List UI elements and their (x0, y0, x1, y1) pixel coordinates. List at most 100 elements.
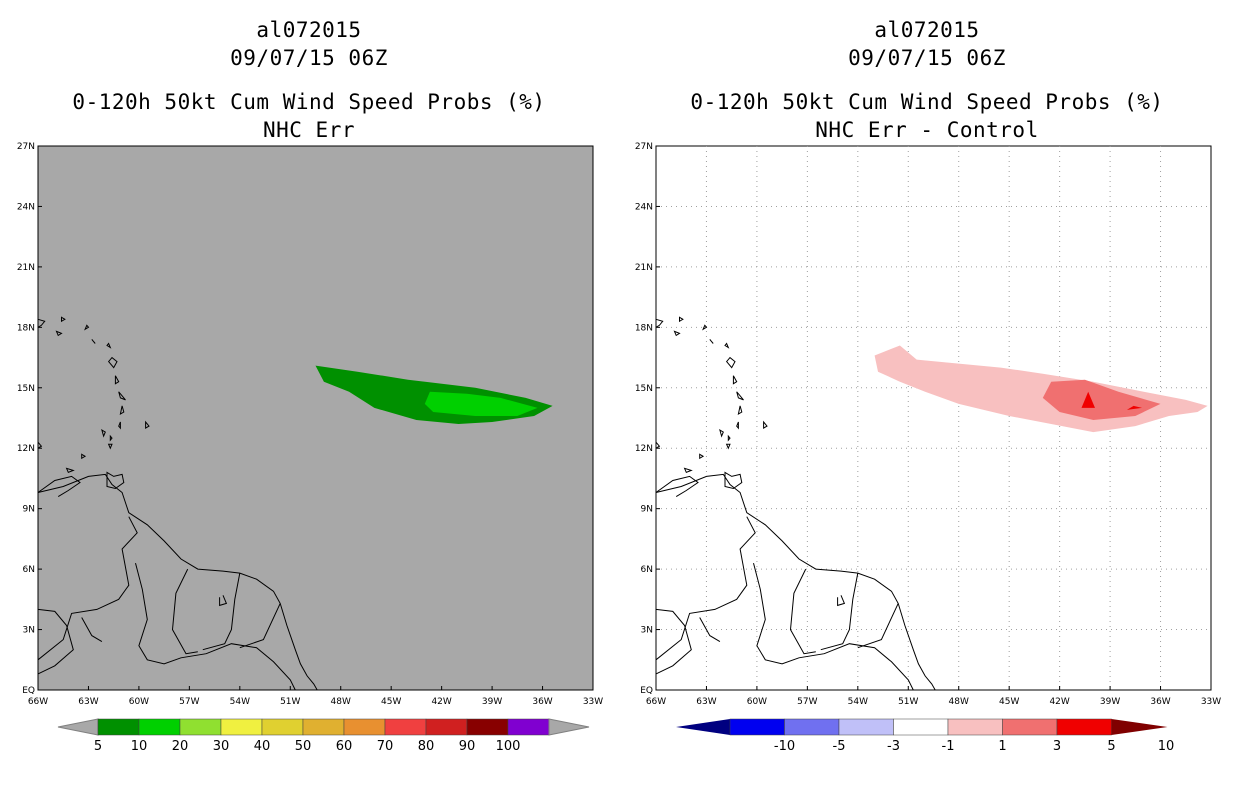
island (106, 342, 112, 349)
island (725, 443, 731, 450)
colorbar-label: -1 (942, 739, 955, 754)
datetime: 09/07/15 06Z (848, 46, 1006, 70)
colorbar: -10 -5 -3 -1 1 3 5 10 (676, 718, 1175, 754)
island (732, 375, 738, 385)
lon-label: 42W (1049, 697, 1069, 707)
colorbar-arrow-low (57, 718, 99, 736)
lon-label: 60W (747, 697, 767, 707)
lon-label: 36W (1150, 697, 1170, 707)
lat-label: 21N (635, 263, 653, 273)
colorbar-swatch (384, 718, 427, 736)
lon-label: 45W (999, 697, 1019, 707)
lat-label: 3N (641, 626, 653, 636)
colorbar-label: 90 (459, 739, 476, 754)
south-america-coast (37, 473, 318, 691)
island (65, 467, 75, 474)
colorbar-label: 60 (336, 739, 353, 754)
country-border (135, 562, 296, 691)
colorbar-swatch (893, 718, 949, 736)
island (91, 339, 96, 344)
colorbar-swatch (179, 718, 222, 736)
island (725, 356, 736, 369)
right-panel: al072015 09/07/15 06Z 0-120h 50kt Cum Wi… (618, 0, 1236, 800)
colorbar-swatch (838, 718, 894, 736)
lon-label: 33W (583, 697, 603, 707)
country-border (655, 608, 692, 675)
lon-label: 36W (532, 697, 552, 707)
storm-id: al072015 (874, 18, 980, 42)
coast-detail (81, 617, 103, 643)
island (655, 440, 661, 450)
lat-label: 12N (17, 444, 35, 454)
colorbar-label: 50 (295, 739, 312, 754)
island (106, 471, 125, 490)
colorbar-label: 10 (1158, 739, 1175, 754)
colorbar-label: 1 (998, 739, 1006, 754)
island (727, 434, 731, 442)
colorbar-swatch (947, 718, 1003, 736)
country-border (37, 516, 138, 661)
island (724, 471, 743, 490)
map-border (37, 145, 594, 691)
lon-label: 57W (797, 697, 817, 707)
island (724, 342, 730, 349)
island (719, 429, 724, 438)
island (84, 324, 90, 331)
colorbar-label: 40 (254, 739, 271, 754)
lat-label: 3N (23, 626, 35, 636)
colorbar-label: 3 (1053, 739, 1061, 754)
country-border (37, 608, 74, 675)
colorbar-swatch (729, 718, 785, 736)
coastlines (37, 316, 318, 691)
lat-label: 15N (635, 384, 653, 394)
lat-label: 27N (635, 142, 653, 152)
lon-label: 51W (898, 697, 918, 707)
lon-label: 39W (482, 697, 502, 707)
lat-label: 9N (641, 505, 653, 515)
datetime: 09/07/15 06Z (230, 46, 388, 70)
lon-label: 57W (179, 697, 199, 707)
island (699, 453, 705, 460)
coast-detail (219, 595, 228, 607)
colorbar-label: 80 (418, 739, 435, 754)
country-border (171, 568, 198, 655)
country-border (820, 573, 859, 651)
product-title: 0-120h 50kt Cum Wind Speed Probs (%) (690, 90, 1164, 114)
island (37, 440, 43, 450)
lon-label: 54W (848, 697, 868, 707)
colorbar-label: 100 (496, 739, 521, 754)
difference-contour-5 (1081, 391, 1095, 408)
island (702, 324, 708, 331)
colorbar-swatch (220, 718, 263, 736)
left-panel: al072015 09/07/15 06Z 0-120h 50kt Cum Wi… (17, 18, 603, 754)
island (673, 330, 681, 337)
difference-contour-3 (1042, 379, 1161, 420)
colorbar-arrow-high (548, 718, 590, 736)
colorbar-swatch (261, 718, 304, 736)
lon-label: 48W (949, 697, 969, 707)
colorbar-swatch (97, 718, 140, 736)
colorbar-swatch (1056, 718, 1112, 736)
lon-label: 66W (646, 697, 666, 707)
colorbar-swatch (425, 718, 468, 736)
lon-label: 54W (230, 697, 250, 707)
island (679, 316, 684, 323)
lon-label: 51W (280, 697, 300, 707)
colorbar-swatch (507, 718, 550, 736)
colorbar-swatch (784, 718, 840, 736)
probability-contour-10pct (424, 391, 538, 416)
lat-label: 18N (635, 323, 653, 333)
lon-label: 63W (78, 697, 98, 707)
map-gridlines (656, 146, 1211, 690)
colorbar-swatch (138, 718, 181, 736)
island (145, 420, 150, 429)
colorbar-label: 5 (1107, 739, 1115, 754)
colorbar-label: 20 (172, 739, 189, 754)
lat-label: 24N (17, 202, 35, 212)
island (81, 453, 87, 460)
island (118, 421, 121, 430)
lat-label: EQ (22, 686, 35, 696)
colorbar-arrow-low (676, 719, 730, 735)
coast-detail (699, 617, 721, 643)
